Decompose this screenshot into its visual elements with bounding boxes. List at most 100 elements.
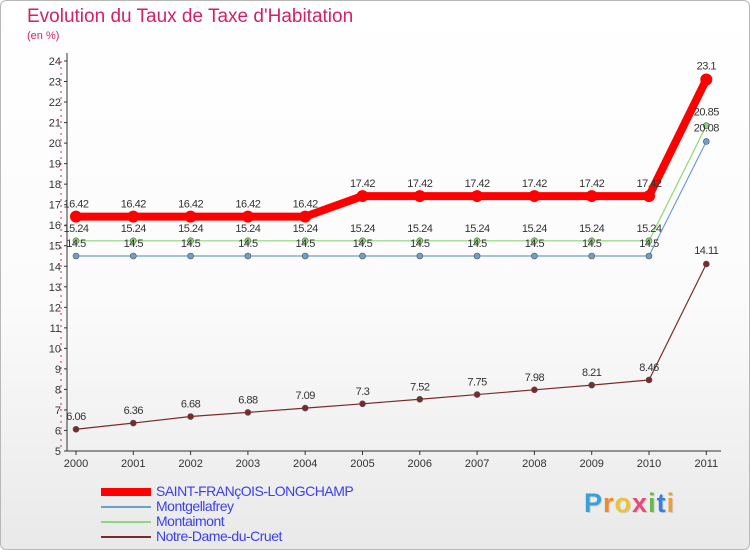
unit-label: (en %) (27, 30, 60, 42)
y-tick-label: 6 (55, 425, 61, 437)
data-label: 14.5 (353, 238, 373, 250)
brand-letter: P (584, 488, 604, 518)
data-label: 16.42 (121, 199, 146, 211)
data-point (531, 237, 538, 245)
data-label: 14.11 (694, 245, 719, 257)
data-label: 14.5 (467, 238, 487, 250)
y-tick-label: 23 (49, 77, 61, 89)
data-point (471, 190, 484, 203)
data-label: 7.52 (410, 381, 430, 393)
data-label: 6.88 (238, 394, 258, 406)
data-point (588, 381, 596, 389)
data-point (187, 252, 194, 260)
data-point (413, 190, 426, 203)
data-point (184, 210, 197, 223)
data-point (645, 376, 653, 384)
data-label: 16.42 (63, 199, 88, 211)
data-label: 15.24 (350, 223, 375, 235)
y-tick-label: 5 (55, 446, 61, 458)
y-tick-label: 10 (49, 343, 61, 355)
legend-label: Montaimont (156, 513, 225, 529)
data-label: 6.36 (124, 405, 144, 417)
y-tick-label: 16 (49, 220, 61, 232)
data-point (416, 252, 424, 260)
data-label: 17.42 (522, 178, 547, 190)
data-point (187, 413, 194, 420)
y-tick-label: 18 (49, 179, 61, 191)
brand-letter: r (603, 488, 615, 518)
x-tick-label: 2004 (293, 458, 317, 470)
data-label: 15.24 (407, 223, 432, 235)
y-tick-label: 24 (49, 56, 61, 68)
data-label: 15.24 (522, 223, 547, 235)
data-point (531, 252, 538, 260)
axis-ticks: 5 6 7 8 9 10 11 12 13 14 15 16 17 18 19 20 21 22 23 24 2000 2… (49, 56, 718, 470)
data-point (130, 237, 137, 245)
data-point (645, 237, 653, 245)
legend-label: Notre-Dame-du-Cruet (156, 528, 282, 544)
data-point (356, 190, 369, 203)
data-point (585, 190, 598, 203)
brand-letter: o (614, 488, 633, 518)
series-line-0 (72, 75, 711, 221)
x-tick-label: 2006 (408, 458, 432, 470)
series-line-3 (75, 263, 707, 430)
data-point (473, 391, 481, 398)
data-point (643, 190, 655, 203)
data-point (359, 237, 366, 245)
brand-logo: Proxiti (584, 488, 675, 519)
brand-letter: i (666, 488, 676, 518)
data-label: 7.75 (467, 377, 487, 389)
data-label: 8.46 (639, 362, 659, 374)
legend-label: Montgellafrey (156, 498, 234, 514)
y-tick-label: 21 (49, 118, 61, 130)
legend-swatch-montaimont (101, 521, 151, 523)
data-point (187, 237, 194, 245)
data-label: 7.98 (525, 372, 545, 384)
x-tick-label: 2001 (121, 458, 145, 470)
legend-swatch-montgellafrey (101, 506, 151, 508)
data-point (130, 419, 137, 427)
x-tick-label: 2008 (522, 458, 546, 470)
data-label: 17.42 (350, 178, 375, 190)
y-tick-label: 19 (49, 159, 61, 171)
data-point (702, 260, 710, 268)
data-label: 15.24 (178, 223, 203, 235)
data-label: 20.85 (694, 107, 719, 119)
data-label: 7.3 (356, 386, 370, 398)
data-label: 15.24 (235, 223, 260, 235)
brand-letter: t (656, 488, 667, 518)
data-label: 7.09 (295, 390, 315, 402)
y-tick-label: 9 (55, 364, 61, 376)
series-line-1 (75, 140, 707, 257)
data-label: 16.42 (293, 199, 318, 211)
y-tick-label: 8 (55, 384, 61, 396)
data-label: 16.42 (235, 199, 260, 211)
y-tick-label: 7 (55, 405, 61, 417)
y-tick-label: 14 (49, 261, 61, 273)
y-tick-label: 15 (49, 241, 61, 253)
data-label: 14.5 (66, 238, 86, 250)
data-label: 6.06 (66, 411, 86, 423)
data-label: 17.42 (465, 178, 490, 190)
data-label: 14.5 (181, 238, 201, 250)
data-point (702, 122, 710, 129)
data-point (359, 252, 366, 260)
x-tick-label: 2007 (465, 458, 489, 470)
x-tick-label: 2009 (579, 458, 603, 470)
data-point (72, 425, 80, 433)
data-point (244, 237, 252, 245)
data-point (70, 210, 82, 223)
y-tick-label: 11 (50, 323, 61, 335)
data-point (301, 237, 309, 245)
data-point (528, 190, 541, 203)
brand-letter: i (648, 488, 657, 518)
data-point (301, 252, 309, 260)
data-label: 15.24 (636, 223, 661, 235)
x-tick-label: 2000 (64, 458, 88, 470)
data-point (645, 252, 653, 260)
x-tick-label: 2002 (178, 458, 202, 470)
series-lines (70, 73, 713, 433)
